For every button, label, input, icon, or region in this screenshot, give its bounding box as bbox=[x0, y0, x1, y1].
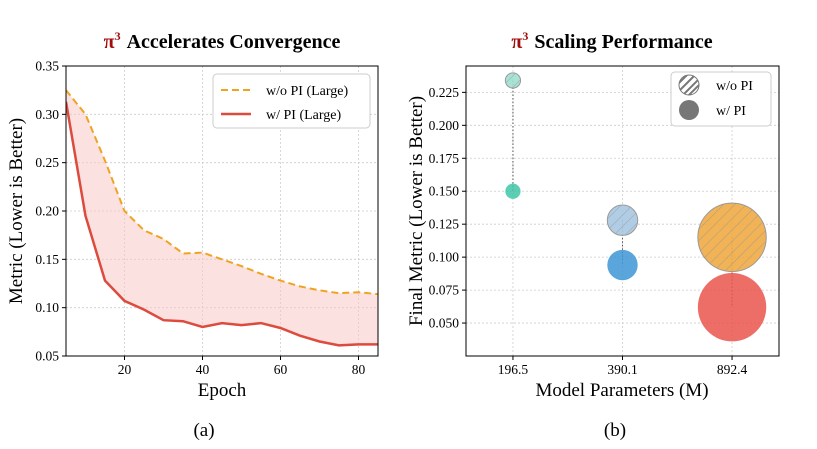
scaling-bubbles bbox=[504, 72, 767, 342]
bubble-with-pi bbox=[607, 249, 638, 281]
convergence-x-ticks: 20 40 60 80 bbox=[118, 356, 366, 377]
convergence-y-axis-label: Metric (Lower is Better) bbox=[6, 118, 27, 304]
y-tick-label: 0.125 bbox=[429, 217, 460, 232]
y-tick-label: 0.05 bbox=[35, 349, 59, 364]
y-tick-label: 0.150 bbox=[429, 184, 460, 199]
scaling-y-axis-label: Final Metric (Lower is Better) bbox=[406, 96, 427, 326]
x-tick-label: 80 bbox=[352, 362, 366, 377]
y-tick-label: 0.100 bbox=[429, 250, 460, 265]
scaling-y-ticks: 0.050 0.075 0.100 0.125 0.150 0.175 0.200 0.225 bbox=[429, 85, 466, 331]
y-tick-label: 0.15 bbox=[35, 252, 59, 267]
bubble-with-pi bbox=[505, 183, 521, 199]
y-tick-label: 0.050 bbox=[429, 316, 460, 331]
convergence-y-ticks: 0.05 0.10 0.15 0.20 0.25 0.30 0.35 bbox=[35, 59, 66, 364]
y-tick-label: 0.35 bbox=[35, 59, 59, 74]
legend-label-without-pi: w/o PI (Large) bbox=[266, 84, 348, 99]
legend-label-with-pi-b: w/ PI bbox=[716, 104, 746, 119]
legend-marker-without-pi bbox=[678, 74, 700, 96]
convergence-legend: w/o PI (Large) w/ PI (Large) bbox=[212, 73, 371, 129]
bubble-without-pi bbox=[697, 202, 767, 273]
y-tick-label: 0.10 bbox=[35, 300, 59, 315]
caption-a: (a) bbox=[193, 420, 214, 441]
x-tick-label: 20 bbox=[118, 362, 132, 377]
convergence-x-axis-label: Epoch bbox=[198, 380, 247, 401]
scaling-legend: w/o PI w/ PI bbox=[670, 71, 772, 127]
y-tick-label: 0.175 bbox=[429, 151, 460, 166]
y-tick-label: 0.200 bbox=[429, 118, 460, 133]
y-tick-label: 0.30 bbox=[35, 107, 59, 122]
x-tick-label: 196.5 bbox=[498, 362, 529, 377]
convergence-legend-box bbox=[212, 73, 371, 129]
convergence-chart: π3 Accelerates Convergence 20 40 60 80 0.050… bbox=[6, 29, 379, 441]
series-line-with-pi bbox=[66, 101, 378, 347]
y-tick-label: 0.225 bbox=[429, 85, 460, 100]
scaling-x-ticks: 196.5 390.1 892.4 bbox=[498, 356, 748, 377]
legend-marker-with-pi bbox=[679, 100, 699, 120]
scaling-chart: π3 Scaling Performance 196.5 390.1 892.4 0.… bbox=[406, 29, 780, 441]
legend-hatch-without-pi bbox=[679, 75, 699, 95]
convergence-chart-title: π3 Accelerates Convergence bbox=[104, 29, 341, 53]
caption-b: (b) bbox=[604, 420, 626, 441]
x-tick-label: 60 bbox=[274, 362, 288, 377]
legend-label-with-pi: w/ PI (Large) bbox=[266, 108, 341, 123]
x-tick-label: 40 bbox=[196, 362, 210, 377]
convergence-shaded-gap bbox=[66, 90, 378, 346]
y-tick-label: 0.20 bbox=[35, 204, 59, 219]
scaling-x-axis-label: Model Parameters (M) bbox=[535, 380, 708, 401]
y-tick-label: 0.075 bbox=[429, 283, 460, 298]
series-line-without-pi bbox=[66, 89, 378, 296]
scaling-chart-title: π3 Scaling Performance bbox=[511, 29, 712, 53]
legend-label-without-pi-b: w/o PI bbox=[716, 79, 753, 94]
bubble-without-pi bbox=[504, 72, 522, 89]
y-tick-label: 0.25 bbox=[35, 155, 59, 170]
bubble-with-pi bbox=[697, 273, 767, 342]
bubble-without-pi bbox=[606, 204, 639, 236]
x-tick-label: 892.4 bbox=[717, 362, 748, 377]
x-tick-label: 390.1 bbox=[607, 362, 637, 377]
